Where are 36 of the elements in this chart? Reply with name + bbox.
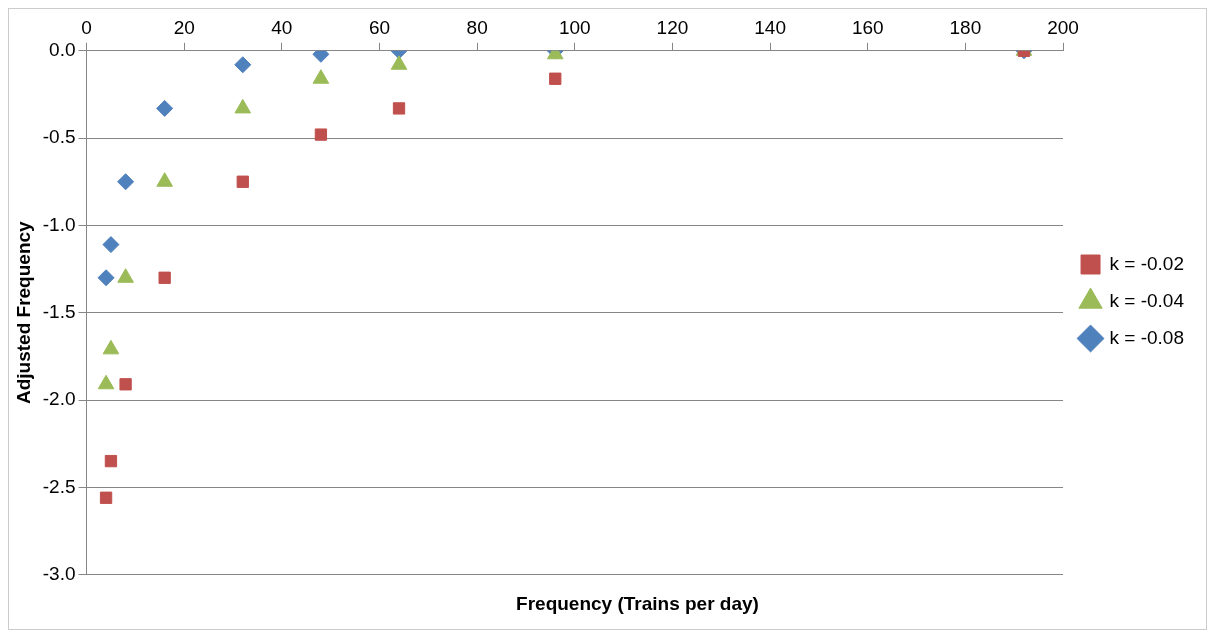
y-tick-label: -0.5 — [42, 126, 76, 148]
x-tick-label: 100 — [558, 16, 591, 38]
point — [156, 99, 174, 117]
y-axis-title: Adjusted Frequency — [12, 220, 34, 405]
point — [117, 173, 135, 191]
y-tick-label: -2.5 — [42, 475, 76, 497]
point — [236, 175, 249, 188]
point — [158, 271, 171, 284]
legend-label: k = -0.04 — [1109, 289, 1185, 311]
legend-label: k = -0.02 — [1109, 252, 1185, 274]
y-tick-label: -1.0 — [42, 213, 76, 235]
point — [99, 491, 113, 504]
point — [97, 269, 115, 287]
y-tick-label: -2.0 — [42, 388, 76, 410]
y-tick-label: 0.0 — [49, 39, 76, 61]
x-tick-label: 60 — [368, 16, 391, 38]
point — [102, 236, 120, 254]
y-tick-label: -3.0 — [42, 562, 76, 584]
point — [234, 56, 252, 74]
x-tick-label: 20 — [173, 16, 195, 38]
x-tick-label: 200 — [1047, 16, 1079, 38]
x-tick-label: 40 — [271, 16, 293, 38]
y-tick-label: -1.5 — [42, 300, 76, 322]
x-tick-label: 80 — [466, 16, 488, 38]
point — [392, 102, 406, 115]
legend-label: k = -0.08 — [1109, 326, 1185, 348]
x-tick-label: 180 — [949, 16, 982, 38]
x-axis-title: Frequency (Trains per day) — [515, 592, 760, 616]
point — [119, 378, 132, 391]
point — [314, 128, 328, 141]
x-tick-label: 140 — [754, 16, 786, 38]
x-tick-label: 160 — [851, 16, 884, 38]
x-tick-label: 0 — [81, 16, 92, 38]
x-tick-label: 120 — [656, 16, 689, 38]
point — [549, 72, 562, 85]
point — [104, 454, 118, 468]
